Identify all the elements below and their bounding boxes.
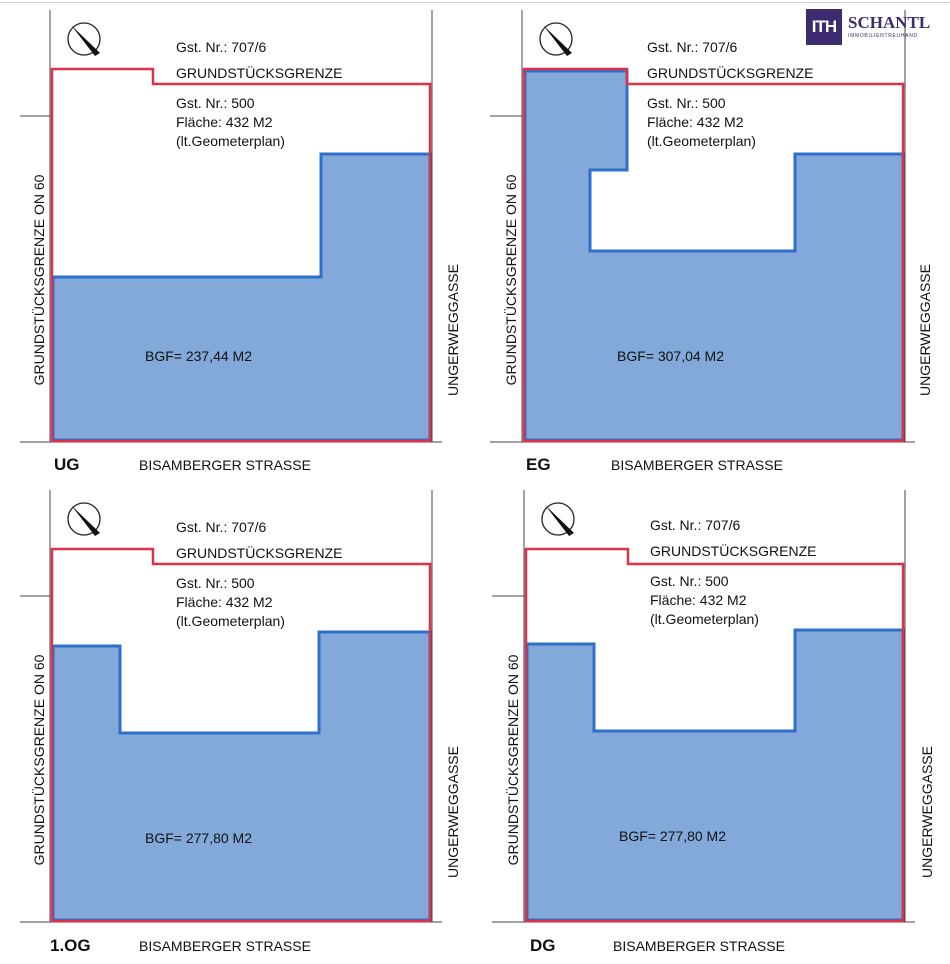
bgf-value: BGF= 307,04 M2	[617, 348, 724, 364]
street-name-bottom: BISAMBERGER STRASSE	[139, 457, 311, 473]
north-arrow-icon	[539, 22, 573, 56]
plan-panel-1og: Gst. Nr.: 707/6 GRUNDSTÜCKSGRENZE Gst. N…	[20, 490, 461, 955]
left-boundary-label: GRUNDSTÜCKSGRENZE ON 60	[504, 654, 521, 865]
parcel-number: Gst. Nr.: 500	[650, 573, 729, 589]
bgf-value: BGF= 237,44 M2	[145, 348, 252, 364]
area-source: (lt.Geometerplan)	[176, 133, 285, 149]
floor-label: DG	[530, 936, 556, 955]
property-boundary	[50, 67, 432, 443]
plan-panel-eg: Gst. Nr.: 707/6 GRUNDSTÜCKSGRENZE Gst. N…	[490, 10, 933, 474]
left-boundary-label: GRUNDSTÜCKSGRENZE ON 60	[30, 174, 47, 385]
logo-name: SCHANTL	[848, 13, 931, 32]
floor-label: UG	[54, 455, 80, 474]
street-name-right: UNGERWEGGASSE	[445, 746, 461, 878]
street-name-bottom: BISAMBERGER STRASSE	[613, 938, 785, 954]
north-arrow-icon	[541, 502, 575, 536]
company-logo: ITH SCHANTL IMMOBILIENTREUHAND	[806, 9, 930, 45]
boundary-label: GRUNDSTÜCKSGRENZE	[647, 64, 813, 81]
plan-panel-ug: Gst. Nr.: 707/6 GRUNDSTÜCKSGRENZE Gst. N…	[20, 10, 461, 474]
left-boundary-label: GRUNDSTÜCKSGRENZE ON 60	[30, 654, 47, 865]
top-divider-line	[0, 2, 950, 3]
floor-label: EG	[526, 455, 551, 474]
neighbor-parcel-number: Gst. Nr.: 707/6	[647, 39, 737, 55]
parcel-area: Fläche: 432 M2	[647, 114, 744, 130]
property-boundary	[524, 547, 905, 923]
parcel-area: Fläche: 432 M2	[176, 594, 273, 610]
building-footprint	[525, 628, 905, 922]
area-source: (lt.Geometerplan)	[647, 133, 756, 149]
bgf-value: BGF= 277,80 M2	[145, 830, 252, 846]
north-arrow-icon	[67, 22, 101, 56]
parcel-area: Fläche: 432 M2	[176, 114, 273, 130]
logo-mark: ITH	[806, 9, 842, 45]
parcel-number: Gst. Nr.: 500	[176, 575, 255, 591]
neighbor-parcel-number: Gst. Nr.: 707/6	[176, 519, 266, 535]
plan-panel-dg: Gst. Nr.: 707/6 GRUNDSTÜCKSGRENZE Gst. N…	[492, 490, 935, 955]
street-name-right: UNGERWEGGASSE	[917, 264, 933, 396]
street-name-bottom: BISAMBERGER STRASSE	[611, 457, 783, 473]
street-name-bottom: BISAMBERGER STRASSE	[139, 938, 311, 954]
north-arrow-icon	[67, 502, 101, 536]
boundary-label: GRUNDSTÜCKSGRENZE	[650, 542, 816, 559]
property-boundary	[50, 547, 432, 923]
street-name-right: UNGERWEGGASSE	[919, 746, 935, 878]
logo-tagline: IMMOBILIENTREUHAND	[848, 33, 918, 39]
bgf-value: BGF= 277,80 M2	[619, 828, 726, 844]
left-boundary-label: GRUNDSTÜCKSGRENZE ON 60	[502, 174, 519, 385]
floor-label: 1.OG	[50, 936, 91, 955]
neighbor-parcel-number: Gst. Nr.: 707/6	[176, 39, 266, 55]
boundary-label: GRUNDSTÜCKSGRENZE	[176, 64, 342, 81]
parcel-number: Gst. Nr.: 500	[647, 95, 726, 111]
building-footprint	[51, 152, 432, 442]
neighbor-parcel-number: Gst. Nr.: 707/6	[650, 517, 740, 533]
parcel-number: Gst. Nr.: 500	[176, 95, 255, 111]
building-footprint	[51, 630, 432, 922]
parcel-area: Fläche: 432 M2	[650, 592, 747, 608]
property-boundary	[522, 67, 905, 443]
street-name-right: UNGERWEGGASSE	[445, 264, 461, 396]
boundary-label: GRUNDSTÜCKSGRENZE	[176, 544, 342, 561]
area-source: (lt.Geometerplan)	[176, 613, 285, 629]
logo-text: SCHANTL IMMOBILIENTREUHAND	[848, 14, 930, 40]
area-source: (lt.Geometerplan)	[650, 611, 759, 627]
